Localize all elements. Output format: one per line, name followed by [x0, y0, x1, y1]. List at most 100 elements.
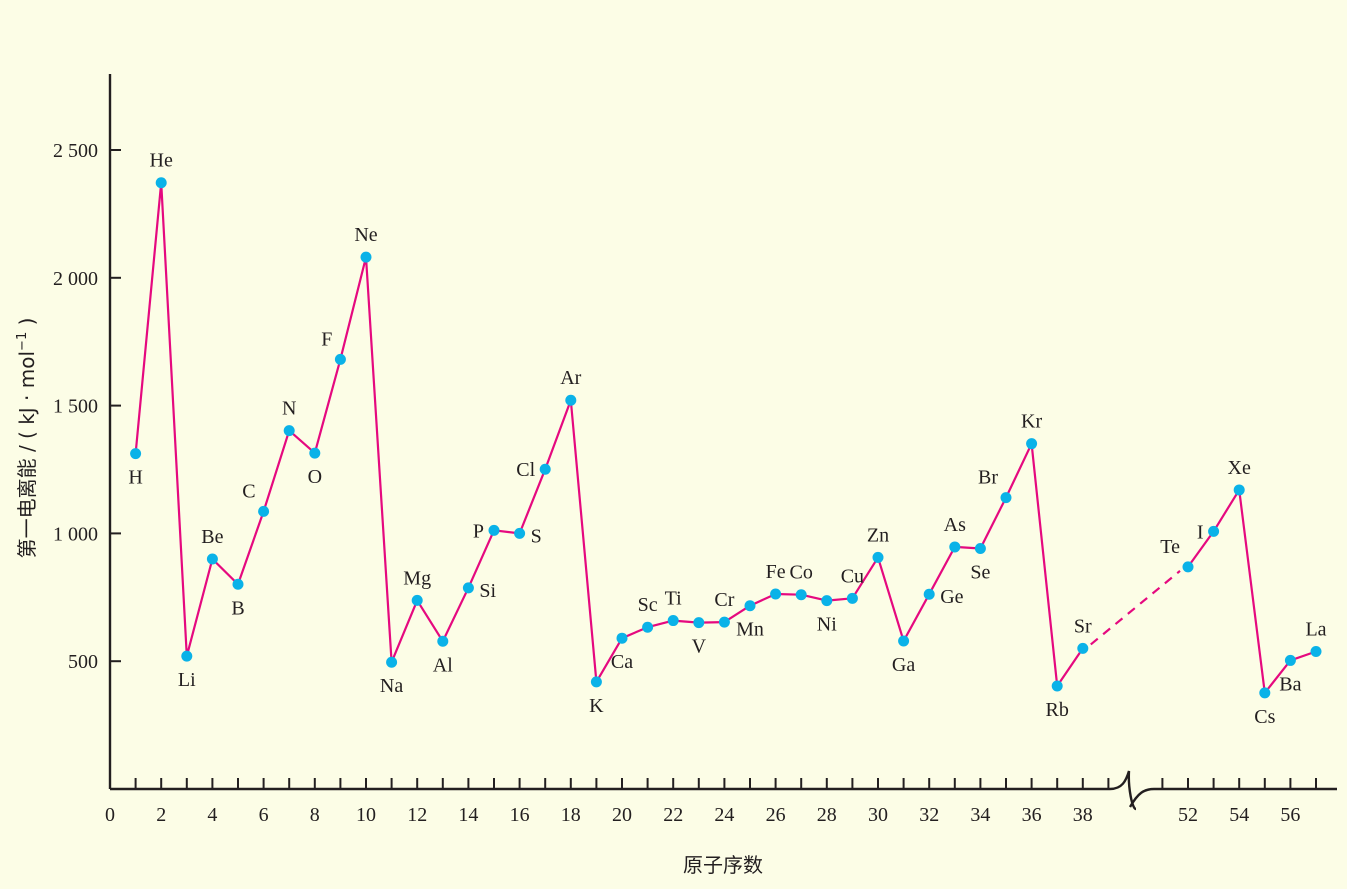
data-point-la: [1310, 645, 1322, 657]
x-tick-label: 4: [207, 804, 217, 826]
point-label-ni: Ni: [817, 614, 837, 636]
x-tick-label: 30: [868, 804, 888, 826]
point-label-rb: Rb: [1046, 699, 1069, 721]
data-point-xe: [1233, 484, 1245, 496]
data-point-c: [258, 505, 270, 517]
data-point-ti: [667, 615, 679, 627]
x-tick-label: 8: [310, 804, 320, 826]
data-point-cr: [718, 616, 730, 628]
point-label-ca: Ca: [611, 651, 633, 673]
data-point-be: [206, 553, 218, 565]
x-tick-label: 26: [766, 804, 786, 826]
y-axis-title: 第一电离能 / ( kJ · mol−1 ): [15, 318, 39, 559]
data-point-ca: [616, 632, 628, 644]
data-point-li: [181, 650, 193, 662]
series-line-segment-1: [134, 181, 1084, 688]
data-point-i: [1208, 525, 1220, 537]
point-label-te: Te: [1160, 536, 1180, 558]
point-label-k: K: [589, 695, 604, 717]
point-label-he: He: [150, 150, 173, 172]
x-tick-label: 36: [1022, 804, 1042, 826]
point-label-b: B: [231, 597, 244, 619]
point-label-mg: Mg: [403, 567, 431, 589]
point-label-cu: Cu: [841, 565, 864, 587]
data-point-b: [232, 578, 244, 590]
data-point-te: [1182, 561, 1194, 573]
data-point-he: [155, 177, 167, 189]
data-point-cu: [846, 592, 858, 604]
point-label-c: C: [242, 480, 255, 502]
x-tick-label: 2: [156, 804, 166, 826]
data-point-o: [309, 447, 321, 459]
data-point-sc: [642, 621, 654, 633]
data-point-fe: [770, 588, 782, 600]
x-tick-label: 16: [510, 804, 530, 826]
point-label-cs: Cs: [1254, 706, 1275, 728]
x-tick-label: 0: [105, 804, 115, 826]
data-point-cl: [539, 463, 551, 475]
y-tick-label: 2 000: [53, 268, 98, 290]
data-point-k: [590, 676, 602, 688]
data-point-sr: [1077, 642, 1089, 654]
data-point-f: [334, 353, 346, 365]
data-point-ne: [360, 251, 372, 263]
x-tick-label: 32: [919, 804, 939, 826]
x-tick-label: 56: [1280, 804, 1300, 826]
data-point-se: [974, 542, 986, 554]
series-line-dashed-gap: [1090, 570, 1181, 646]
y-tick-label: 500: [68, 651, 98, 673]
point-label-fe: Fe: [766, 561, 786, 583]
point-label-i: I: [1197, 521, 1204, 543]
point-label-h: H: [128, 467, 142, 489]
point-label-xe: Xe: [1228, 457, 1251, 479]
point-label-ge: Ge: [940, 586, 963, 608]
x-tick-label: 14: [458, 804, 478, 826]
x-tick-label: 52: [1178, 804, 1198, 826]
point-label-zn: Zn: [867, 524, 889, 546]
point-label-cl: Cl: [516, 459, 535, 481]
point-label-ba: Ba: [1279, 673, 1301, 695]
point-label-mn: Mn: [736, 619, 764, 641]
point-label-al: Al: [433, 654, 453, 676]
data-point-p: [488, 524, 500, 536]
data-point-kr: [1026, 438, 1038, 450]
point-label-v: V: [692, 636, 707, 658]
data-point-mn: [744, 600, 756, 612]
y-tick-label: 1 500: [53, 396, 98, 418]
point-label-n: N: [282, 398, 296, 420]
x-tick-label: 54: [1229, 804, 1249, 826]
point-label-o: O: [308, 466, 322, 488]
data-point-ni: [821, 595, 833, 607]
data-point-h: [130, 448, 142, 460]
point-label-f: F: [321, 328, 332, 350]
point-label-co: Co: [790, 562, 813, 584]
data-point-co: [795, 589, 807, 601]
x-tick-label: 24: [714, 804, 734, 826]
point-label-la: La: [1305, 618, 1326, 640]
point-label-li: Li: [178, 669, 196, 691]
data-point-si: [462, 582, 474, 594]
point-label-ar: Ar: [560, 367, 581, 389]
y-axis-title-superscript: −1: [15, 332, 30, 351]
data-point-v: [693, 617, 705, 629]
x-tick-label: 20: [612, 804, 632, 826]
data-point-ga: [898, 635, 910, 647]
data-point-cs: [1259, 687, 1271, 699]
point-label-p: P: [473, 520, 484, 542]
data-point-mg: [411, 594, 423, 606]
point-label-si: Si: [479, 580, 496, 602]
data-point-zn: [872, 551, 884, 563]
x-tick-label: 28: [817, 804, 837, 826]
point-label-se: Se: [970, 561, 990, 583]
series-group: [130, 177, 1322, 699]
point-label-na: Na: [380, 675, 403, 697]
x-axis-title: 原子序数: [683, 853, 763, 877]
data-point-br: [1000, 492, 1012, 504]
point-label-ga: Ga: [892, 654, 915, 676]
data-point-ar: [565, 394, 577, 406]
point-label-s: S: [531, 525, 542, 547]
x-axis-line-right: [1128, 787, 1337, 808]
